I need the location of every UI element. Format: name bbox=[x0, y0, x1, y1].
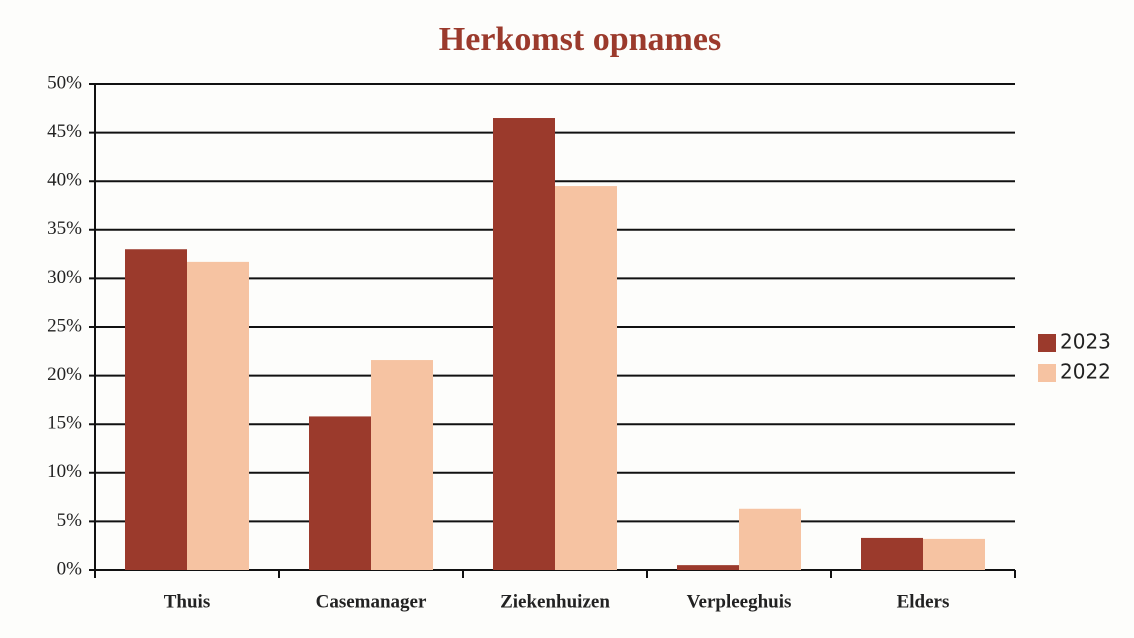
y-tick-label: 45% bbox=[47, 121, 82, 142]
x-tick-label: Verpleeghuis bbox=[687, 591, 792, 612]
legend-label: 2023 bbox=[1060, 330, 1111, 354]
bar bbox=[309, 416, 371, 570]
y-tick-label: 15% bbox=[47, 413, 82, 434]
y-tick-label: 25% bbox=[47, 315, 82, 336]
x-tick-label: Casemanager bbox=[316, 591, 427, 612]
bar bbox=[739, 508, 801, 570]
legend-swatch bbox=[1038, 364, 1056, 382]
bar bbox=[555, 186, 617, 570]
chart-title: Herkomst opnames bbox=[439, 21, 721, 58]
bar bbox=[923, 538, 985, 570]
bar bbox=[187, 261, 249, 570]
bar bbox=[125, 249, 187, 571]
y-tick-label: 50% bbox=[47, 72, 82, 93]
bar bbox=[371, 360, 433, 570]
y-tick-label: 5% bbox=[57, 510, 83, 531]
y-tick-label: 30% bbox=[47, 267, 82, 288]
x-tick-label: Thuis bbox=[164, 591, 210, 612]
y-tick-label: 20% bbox=[47, 364, 82, 385]
y-tick-label: 40% bbox=[47, 170, 82, 191]
legend-swatch bbox=[1038, 334, 1056, 352]
legend-label: 2022 bbox=[1060, 360, 1111, 384]
x-tick-label: Ziekenhuizen bbox=[500, 591, 610, 612]
y-tick-label: 0% bbox=[57, 558, 83, 579]
y-tick-label: 10% bbox=[47, 461, 82, 482]
y-tick-label: 35% bbox=[47, 218, 82, 239]
bar bbox=[861, 537, 923, 570]
bar bbox=[677, 565, 739, 570]
bar bbox=[493, 118, 555, 571]
x-tick-label: Elders bbox=[897, 591, 950, 612]
